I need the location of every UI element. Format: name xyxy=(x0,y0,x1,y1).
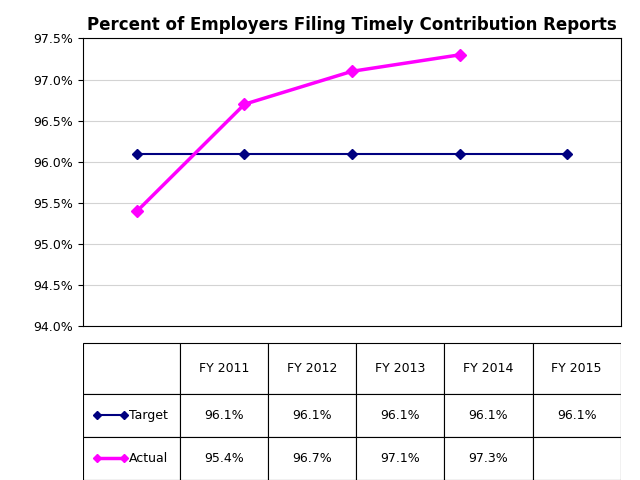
Text: FY 2014: FY 2014 xyxy=(463,362,514,375)
Bar xyxy=(356,343,444,394)
Bar xyxy=(180,394,268,437)
Bar xyxy=(268,343,356,394)
Text: 95.4%: 95.4% xyxy=(204,452,244,465)
Bar xyxy=(83,343,180,394)
Text: FY 2011: FY 2011 xyxy=(199,362,249,375)
Bar xyxy=(444,343,532,394)
Bar xyxy=(356,394,444,437)
Text: FY 2013: FY 2013 xyxy=(375,362,426,375)
Bar xyxy=(356,437,444,480)
Bar xyxy=(532,437,621,480)
Bar xyxy=(268,437,356,480)
Text: 96.7%: 96.7% xyxy=(292,452,332,465)
Text: FY 2015: FY 2015 xyxy=(552,362,602,375)
Text: 96.1%: 96.1% xyxy=(292,408,332,422)
Text: FY 2012: FY 2012 xyxy=(287,362,337,375)
Text: 97.3%: 97.3% xyxy=(468,452,508,465)
Title: Percent of Employers Filing Timely Contribution Reports: Percent of Employers Filing Timely Contr… xyxy=(87,16,617,34)
Bar xyxy=(444,394,532,437)
Text: Target: Target xyxy=(129,408,168,422)
Text: 96.1%: 96.1% xyxy=(557,408,596,422)
Bar xyxy=(444,437,532,480)
Text: 96.1%: 96.1% xyxy=(381,408,420,422)
Text: 97.1%: 97.1% xyxy=(381,452,420,465)
Text: 96.1%: 96.1% xyxy=(204,408,244,422)
Bar xyxy=(180,437,268,480)
Bar xyxy=(83,394,180,437)
Text: Actual: Actual xyxy=(129,452,168,465)
Text: 96.1%: 96.1% xyxy=(468,408,508,422)
Bar xyxy=(83,437,180,480)
Bar xyxy=(532,394,621,437)
Bar xyxy=(180,343,268,394)
Bar xyxy=(532,343,621,394)
Bar xyxy=(268,394,356,437)
